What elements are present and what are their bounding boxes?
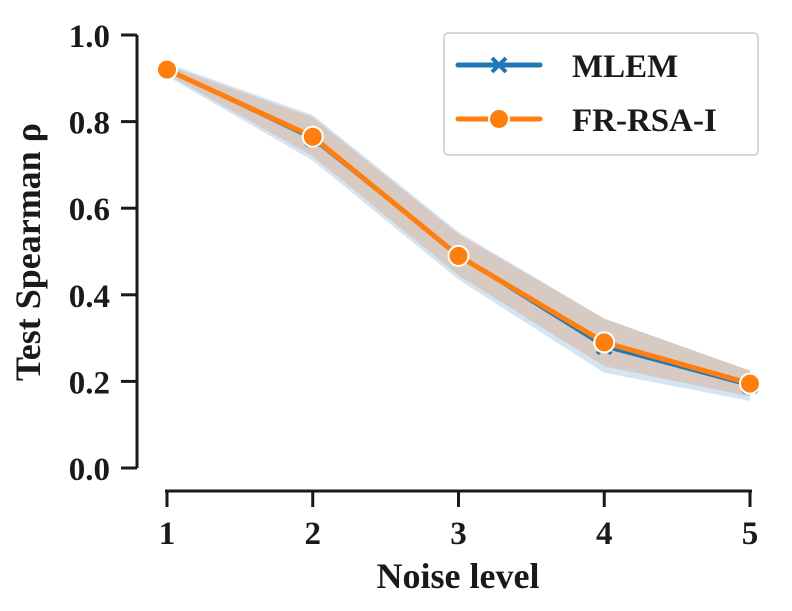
legend-entry-1: FR-RSA-I (455, 103, 717, 139)
x-axis-label: Noise level (377, 556, 540, 596)
legend: MLEM FR-RSA-I (443, 32, 759, 156)
legend-label-1: FR-RSA-I (572, 103, 717, 139)
y-axis-ticks: 0.0 0.2 0.4 0.6 0.8 1.0 (69, 19, 137, 488)
marker-1-4 (739, 372, 761, 395)
marker-1-2 (447, 244, 470, 267)
x-tick-label-2: 3 (450, 516, 467, 552)
legend-entries: MLEM FR-RSA-I (455, 49, 717, 139)
x-tick-label-0: 1 (159, 516, 176, 552)
y-tick-label-3: 0.6 (69, 192, 110, 228)
ci-band-1 (167, 65, 750, 397)
x-tick-label-3: 4 (596, 516, 613, 552)
y-tick-label-1: 0.2 (69, 365, 110, 401)
x-tick-label-1: 2 (305, 516, 322, 552)
legend-entry-0: MLEM (455, 49, 678, 85)
x-tick-label-4: 5 (742, 516, 759, 552)
y-axis-label: Test Spearman ρ (8, 123, 48, 381)
x-axis-ticks: 1 2 3 4 5 (159, 491, 759, 552)
y-tick-label-2: 0.4 (69, 279, 110, 315)
series-markers (156, 58, 761, 395)
y-tick-label-5: 1.0 (69, 19, 110, 55)
y-tick-label-0: 0.0 (69, 452, 110, 488)
marker-1-0 (156, 58, 178, 81)
y-tick-label-4: 0.8 (69, 106, 110, 142)
marker-1-3 (593, 331, 616, 354)
marker-1-1 (301, 125, 324, 148)
legend-label-0: MLEM (572, 49, 678, 85)
